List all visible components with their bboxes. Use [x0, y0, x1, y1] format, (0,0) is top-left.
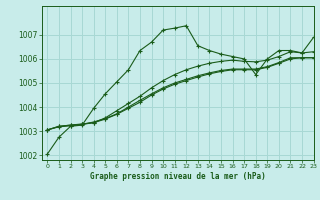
X-axis label: Graphe pression niveau de la mer (hPa): Graphe pression niveau de la mer (hPa) [90, 172, 266, 181]
